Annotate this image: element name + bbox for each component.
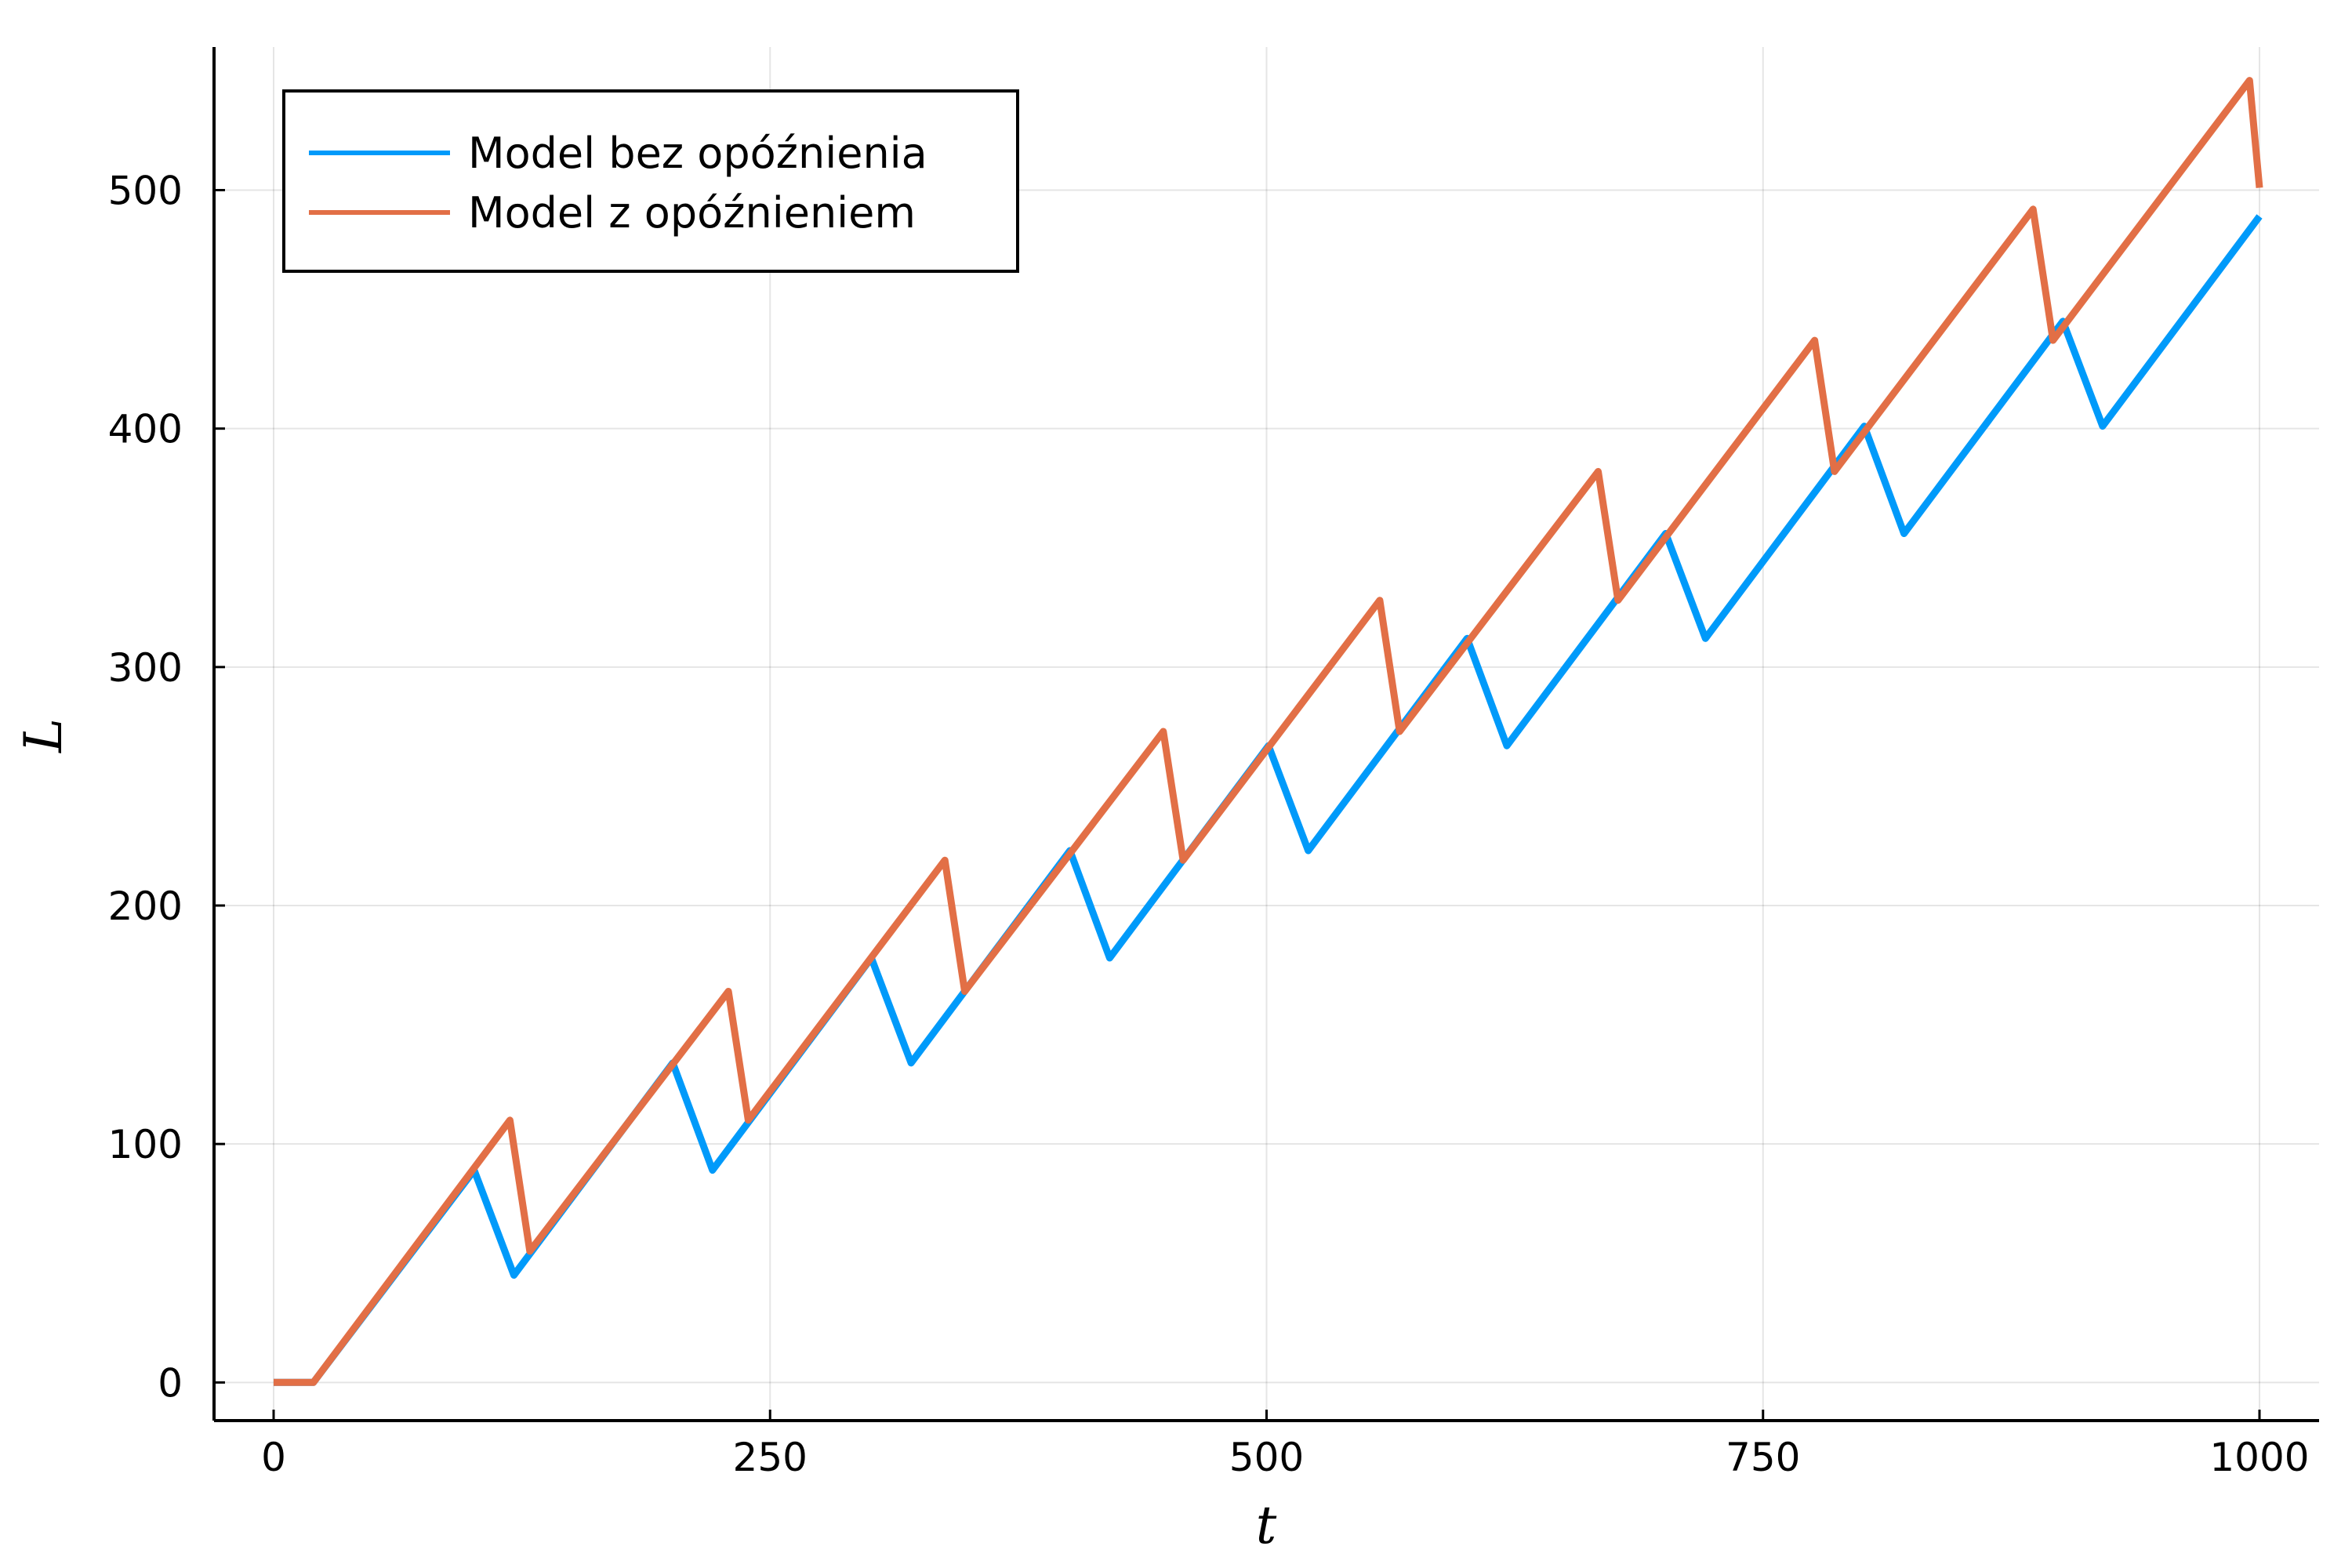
x-tick-label: 500 [1229, 1435, 1304, 1480]
legend-label-series-0: Model bez opóźnienia [468, 129, 927, 178]
legend: Model bez opóźnienia Model z opóźnieniem [282, 89, 1019, 273]
y-tick-label: 100 [108, 1122, 183, 1167]
series-line-1 [274, 77, 2263, 1386]
x-axis-label: t [1256, 1495, 1277, 1555]
y-tick-label: 300 [108, 645, 183, 691]
x-tick-label: 0 [261, 1435, 286, 1480]
y-tick-label: 500 [108, 169, 183, 214]
x-tick-label: 750 [1726, 1435, 1800, 1480]
x-tick-label: 1000 [2209, 1435, 2309, 1480]
tick-labels: 0 250 500 750 1000 0 100 200 300 400 500 [108, 169, 2310, 1481]
y-tick-label: 400 [108, 407, 183, 452]
y-tick-label: 0 [158, 1360, 183, 1406]
series-lines [274, 77, 2263, 1386]
legend-label-series-1: Model z opóźnieniem [468, 188, 916, 238]
x-tick-label: 250 [733, 1435, 808, 1480]
y-axis-label: L [13, 718, 74, 753]
legend-box [282, 89, 1019, 273]
y-tick-label: 200 [108, 884, 183, 929]
